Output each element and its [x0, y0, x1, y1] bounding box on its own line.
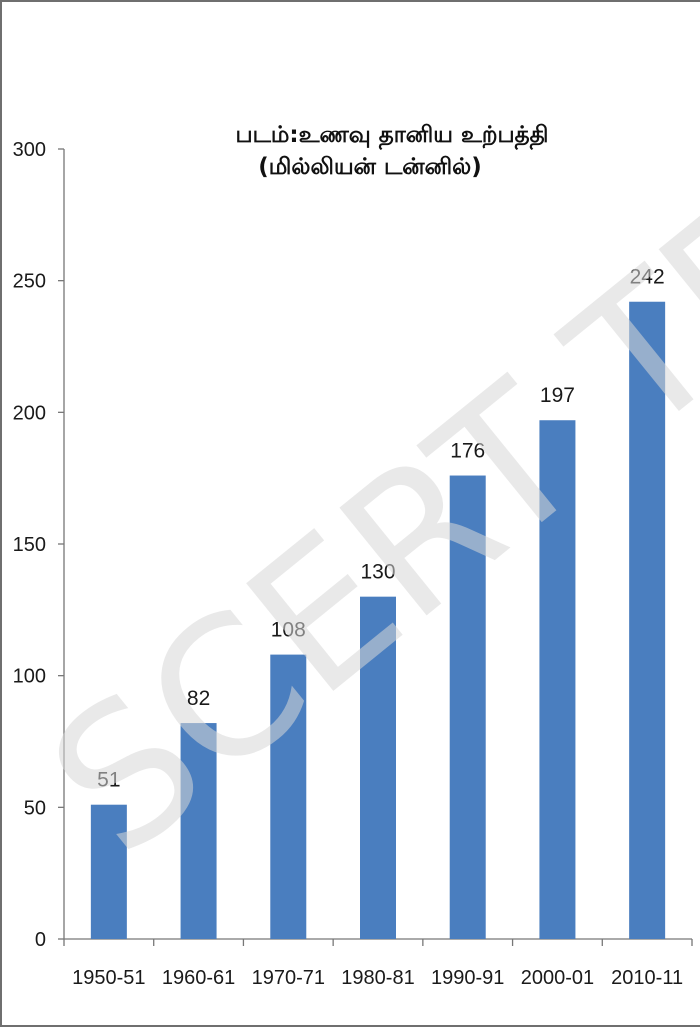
bar-1960-61 [180, 723, 217, 939]
data-label: 176 [450, 440, 485, 463]
chart-title: படம்:உணவு தானிய உற்பத்தி [236, 122, 549, 150]
x-tick-label: 2000-01 [521, 967, 594, 989]
bar-2000-01 [539, 420, 576, 939]
y-tick-label: 100 [13, 666, 46, 688]
y-tick-label: 0 [35, 929, 46, 951]
data-label: 82 [187, 687, 210, 710]
data-label: 51 [97, 769, 120, 792]
y-tick-label: 150 [13, 534, 46, 556]
y-tick-label: 50 [24, 797, 46, 819]
data-label: 242 [630, 266, 665, 289]
y-tick-label: 300 [13, 139, 46, 161]
x-tick-label: 2010-11 [611, 967, 683, 989]
y-tick-label: 200 [13, 402, 46, 424]
data-label: 130 [360, 561, 395, 584]
x-tick-label: 1970-71 [252, 967, 325, 989]
bar-1950-51 [90, 804, 127, 939]
y-tick-label: 250 [13, 271, 46, 293]
data-label: 197 [540, 384, 575, 407]
x-tick-label: 1960-61 [162, 967, 235, 989]
chart-subtitle: (மில்லியன் டன்னில்) [258, 154, 481, 180]
bar-1970-71 [270, 654, 307, 939]
bar-1980-81 [360, 596, 396, 939]
x-tick-label: 1980-81 [341, 967, 414, 989]
x-tick-label: 1950-51 [72, 967, 145, 989]
data-label: 108 [271, 619, 306, 642]
bar-2010-11 [629, 301, 666, 939]
x-tick-label: 1990-91 [431, 967, 504, 989]
bar-1990-91 [449, 475, 486, 939]
